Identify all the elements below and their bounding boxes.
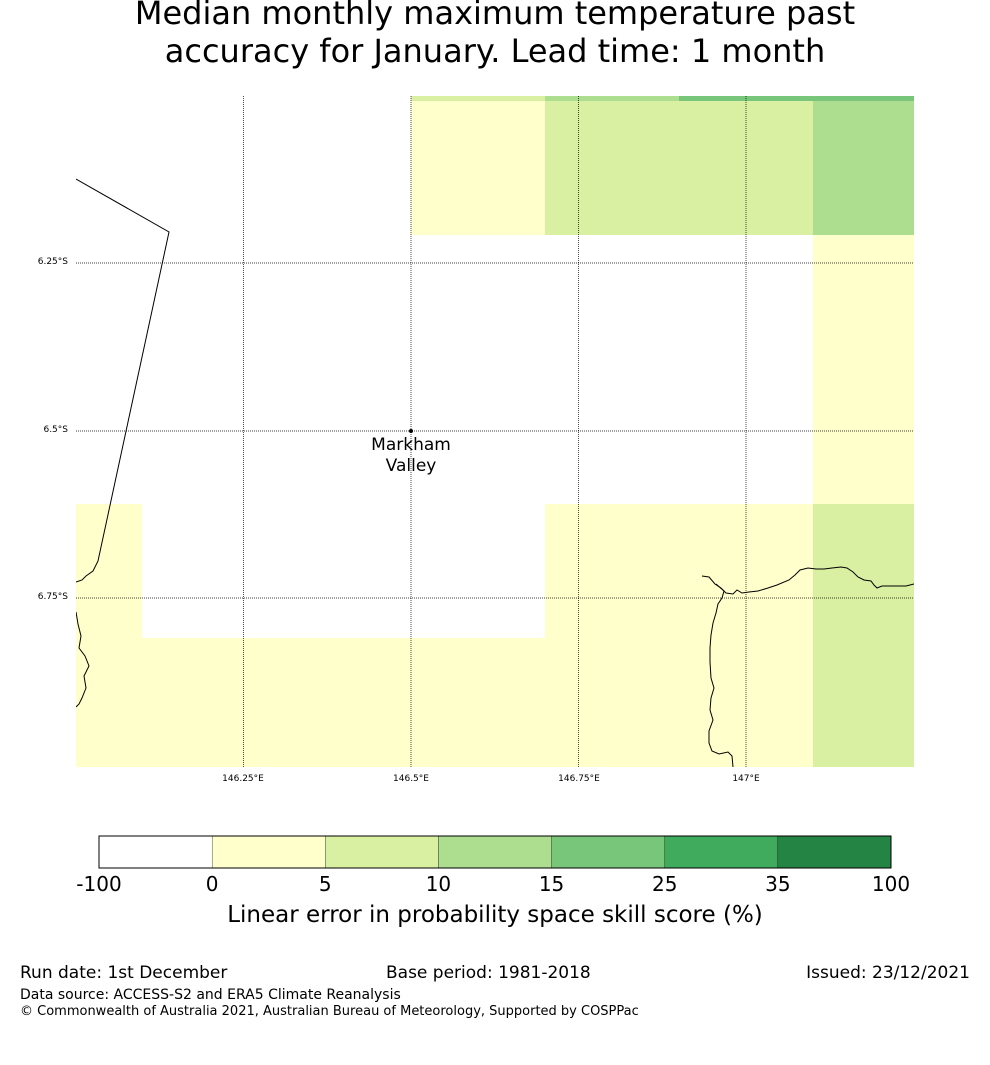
grid-cell — [545, 96, 679, 101]
skill-map — [76, 96, 914, 767]
colorbar — [98, 835, 892, 869]
skill-grid — [76, 96, 914, 767]
place-marker — [409, 429, 413, 433]
colorbar-label: Linear error in probability space skill … — [227, 902, 763, 928]
graticule — [76, 96, 914, 767]
grid-cell — [813, 235, 914, 504]
colorbar-tick-label: -100 — [76, 872, 122, 896]
colorbar-tick-label: 10 — [425, 872, 452, 896]
grid-cell — [411, 96, 545, 101]
lat-label-6.75: 6.75°S — [37, 592, 68, 602]
run-date: Run date: 1st December — [20, 963, 228, 983]
base-period: Base period: 1981-2018 — [386, 963, 591, 983]
copyright: © Commonwealth of Australia 2021, Austra… — [20, 1004, 639, 1019]
chart-title: Median monthly maximum temperature past … — [0, 0, 990, 70]
grid-cell — [813, 101, 914, 235]
colorbar-tick-label: 15 — [538, 872, 565, 896]
grid-cell — [142, 638, 545, 767]
title-line-1: Median monthly maximum temperature past — [134, 0, 856, 32]
data-source: Data source: ACCESS-S2 and ERA5 Climate … — [20, 987, 401, 1003]
issued-date: Issued: 23/12/2021 — [806, 963, 970, 983]
grid-cell — [545, 504, 813, 767]
colorbar-tick-label: 100 — [871, 872, 911, 896]
coastline — [76, 178, 914, 767]
colorbar-tick-label: 0 — [205, 872, 219, 896]
lat-label-6.25: 6.25°S — [37, 257, 68, 267]
border-line — [76, 178, 170, 583]
lon-label-147: 147°E — [732, 774, 760, 784]
colorbar-tick-label: 25 — [651, 872, 678, 896]
place-name-line-2: Valley — [385, 456, 437, 476]
grid-cell — [679, 96, 914, 101]
colorbar-tick-label: 35 — [765, 872, 791, 896]
lon-label-146.5: 146.5°E — [393, 774, 429, 784]
colorbar-segment — [777, 835, 892, 869]
colorbar-tick-label: 5 — [318, 872, 332, 896]
grid-cell — [411, 101, 545, 235]
grid-cell — [76, 504, 142, 767]
colorbar-segment — [664, 835, 779, 869]
colorbar-segment — [211, 835, 326, 869]
place-name-line-1: Markham — [371, 435, 451, 455]
lat-label-6.5: 6.5°S — [43, 425, 68, 435]
grid-cell — [813, 504, 914, 767]
colorbar-segment — [98, 835, 213, 869]
colorbar-frame — [98, 835, 892, 869]
title-line-2: accuracy for January. Lead time: 1 month — [164, 32, 826, 70]
lon-label-146.25: 146.25°E — [222, 774, 264, 784]
river-line — [708, 583, 734, 767]
lon-label-146.75: 146.75°E — [558, 774, 600, 784]
place-label: Markham Valley — [351, 435, 471, 477]
colorbar-segment — [325, 835, 439, 869]
east-coast — [701, 566, 914, 595]
colorbar-segment — [438, 835, 552, 869]
west-coast — [76, 611, 90, 708]
grid-cell — [545, 101, 813, 235]
colorbar-segment — [551, 835, 665, 869]
